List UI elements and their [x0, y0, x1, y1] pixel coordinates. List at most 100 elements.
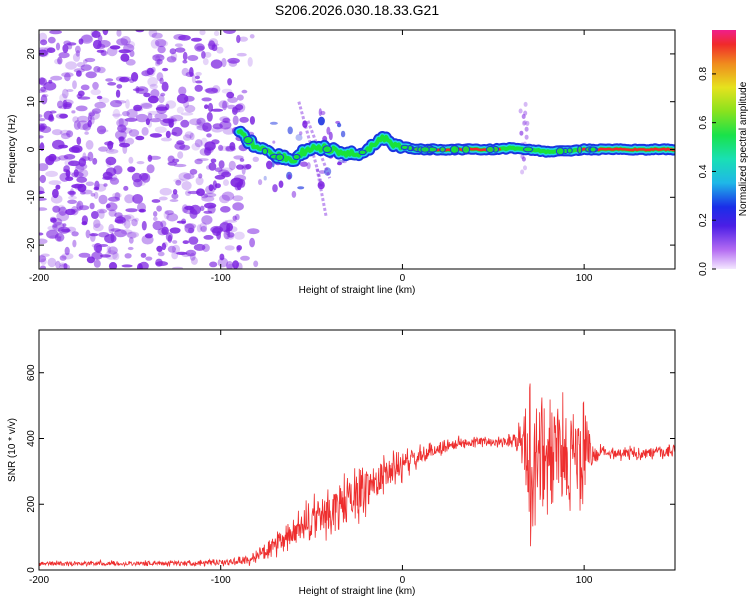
sideband-blob: [522, 120, 527, 126]
noise-blob: [71, 171, 84, 178]
noise-blob: [239, 116, 249, 123]
noise-blob: [167, 245, 176, 253]
noise-blob: [200, 225, 207, 233]
noise-blob: [125, 208, 138, 213]
noise-blob: [99, 254, 112, 258]
noise-blob: [48, 180, 62, 186]
noise-blob: [156, 205, 162, 212]
noise-blob: [141, 234, 154, 245]
noise-blob: [55, 260, 61, 269]
noise-blob: [111, 113, 123, 117]
noise-blob: [114, 229, 127, 238]
colorbar: 0.0 0.2 0.4 0.6 0.8 Normalized spectral ampl…: [698, 30, 749, 276]
noise-blob: [39, 190, 45, 195]
colorbar-label: Normalized spectral amplitude: [738, 81, 749, 216]
noise-blob: [58, 144, 69, 149]
noise-blob: [50, 217, 57, 223]
noise-blob: [222, 100, 228, 111]
noise-blob: [40, 265, 46, 269]
noise-blob: [253, 260, 259, 268]
noise-blob: [152, 54, 165, 58]
noise-blob: [189, 132, 195, 141]
noise-blob: [169, 227, 181, 234]
noise-blob: [136, 161, 145, 165]
noise-blob: [184, 131, 194, 139]
noise-blob: [108, 209, 117, 217]
colorbar-tick-label: 0.2: [698, 213, 709, 227]
noise-blob: [55, 184, 61, 190]
noise-blob: [175, 47, 186, 53]
transition-blob: [328, 131, 333, 141]
transition-blob: [340, 130, 346, 138]
noise-blob: [176, 106, 184, 114]
noise-blob: [114, 219, 124, 223]
noise-blob: [228, 160, 236, 171]
noise-blob: [202, 58, 209, 66]
y-tick-label: 600: [26, 364, 37, 381]
noise-blob: [48, 153, 57, 162]
noise-blob: [191, 74, 197, 84]
noise-blob: [62, 88, 69, 99]
noise-blob: [140, 252, 147, 258]
noise-blob: [210, 158, 217, 163]
noise-blob: [182, 51, 188, 61]
noise-blob: [196, 224, 202, 233]
noise-blob: [39, 118, 46, 122]
noise-blob: [39, 126, 45, 131]
noise-blob: [98, 209, 105, 219]
noise-blob: [127, 166, 136, 173]
transition-blob: [324, 167, 332, 176]
noise-blob: [224, 245, 235, 251]
noise-blob: [237, 94, 244, 101]
noise-blob: [106, 160, 112, 168]
noise-blob: [227, 57, 240, 64]
noise-blob: [135, 86, 140, 94]
noise-blob: [225, 261, 234, 269]
noise-blob: [93, 242, 103, 253]
noise-blob: [73, 120, 81, 130]
noise-blob: [50, 75, 63, 81]
noise-blob: [91, 251, 103, 260]
noise-blob: [156, 58, 163, 65]
noise-blob: [119, 142, 130, 148]
noise-blob: [77, 96, 91, 100]
band-node: [523, 146, 534, 153]
noise-blob: [153, 216, 158, 221]
y-tick-label: 200: [26, 495, 37, 512]
noise-blob: [232, 115, 239, 126]
noise-blob: [147, 76, 158, 87]
noise-blob: [47, 257, 57, 268]
noise-blob: [153, 211, 158, 217]
noise-blob: [65, 176, 74, 182]
band-node: [461, 145, 471, 154]
noise-blob: [188, 227, 195, 234]
noise-blob: [169, 48, 177, 55]
noise-blob: [59, 113, 68, 119]
noise-blob: [92, 81, 99, 90]
noise-blob: [151, 32, 163, 39]
noise-blob: [125, 59, 136, 66]
noise-blob: [40, 86, 46, 93]
noise-blob: [195, 121, 205, 128]
noise-blob: [54, 58, 62, 65]
noise-blob: [108, 196, 120, 202]
y-tick-label: 0: [26, 567, 37, 573]
noise-blob: [39, 135, 44, 139]
noise-blob: [204, 104, 209, 109]
noise-blob: [75, 50, 81, 57]
noise-blob: [90, 88, 101, 96]
noise-blob: [196, 45, 205, 51]
transition-blob: [291, 190, 297, 198]
noise-blob: [249, 34, 255, 39]
noise-blob: [115, 100, 127, 104]
noise-blob: [218, 144, 224, 151]
noise-blob: [93, 191, 99, 199]
band-node: [555, 147, 565, 156]
noise-blob: [161, 242, 167, 251]
noise-blob: [181, 181, 192, 191]
noise-blob: [202, 122, 212, 132]
noise-blob: [182, 59, 188, 64]
noise-blob: [200, 193, 209, 199]
y-tick-label: -10: [26, 190, 37, 205]
